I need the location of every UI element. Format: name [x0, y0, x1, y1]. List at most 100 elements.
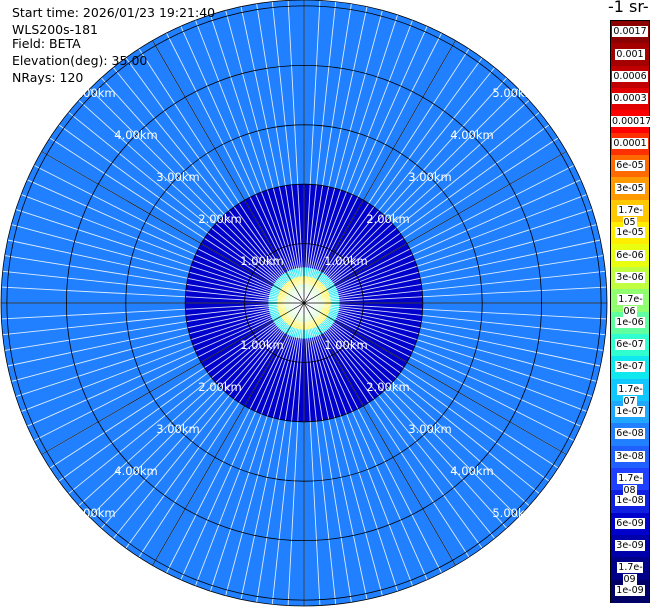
ray-line — [303, 302, 607, 320]
colorbar-tick-label: 6e-09 — [615, 517, 645, 529]
ring-label: 5.00km — [72, 86, 115, 100]
ray-line — [27, 179, 305, 304]
ray-line — [15, 208, 305, 304]
ring-label: 4.00km — [450, 464, 493, 478]
colorbar-tick-label: 0.001 — [615, 48, 645, 60]
ray-line — [303, 302, 530, 507]
ray-line — [303, 137, 559, 304]
ray-line — [303, 193, 588, 304]
ray-line — [112, 67, 305, 304]
colorbar-tick-label: 1e-06 — [615, 316, 645, 328]
ray-line — [303, 3, 352, 304]
ray-line — [49, 302, 305, 469]
ring-label: 1.00km — [240, 338, 283, 352]
ray-line — [4, 302, 305, 351]
ray-line — [100, 77, 305, 304]
ray-line — [194, 302, 305, 587]
ring-label: 5.00km — [72, 506, 115, 520]
colorbar-tick-label: 6e-06 — [615, 249, 645, 261]
ray-line — [303, 302, 588, 413]
ray-line — [240, 302, 305, 600]
ray-line — [303, 302, 575, 442]
ray-line — [225, 302, 305, 596]
ray-line — [125, 57, 305, 304]
ray-line — [58, 124, 305, 304]
ring-label: 1.00km — [324, 254, 367, 268]
ray-line — [20, 302, 305, 413]
ray-line — [271, 1, 305, 304]
colorbar-tick-label: 3e-08 — [615, 450, 645, 462]
colorbar-tick-label: 6e-07 — [615, 339, 645, 351]
ray-line — [303, 302, 593, 398]
ray-line — [303, 224, 597, 304]
ray-line — [303, 270, 606, 304]
instrument-text: WLS200s-181 — [12, 22, 98, 37]
ray-line — [225, 10, 305, 304]
colorbar-tick-label: 3e-09 — [615, 540, 645, 552]
ray-line — [303, 179, 581, 304]
ray-line — [209, 302, 305, 592]
ray-line — [256, 302, 305, 603]
colorbar-tick-label: 3e-06 — [615, 271, 645, 283]
ring-label: 5.00km — [492, 506, 535, 520]
colorbar-tick-label: 6e-05 — [615, 160, 645, 172]
ray-line — [303, 302, 540, 495]
ray-line — [287, 302, 305, 606]
ring-label: 5.00km — [492, 86, 535, 100]
ring-label: 4.00km — [450, 128, 493, 142]
ray-line — [180, 302, 305, 580]
colorbar-tick-label: 6e-08 — [615, 428, 645, 440]
ray-line — [303, 302, 559, 469]
colorbar-tick-label: 0.0017 — [612, 26, 648, 38]
azimuth-line — [152, 40, 305, 304]
ray-line — [303, 1, 337, 304]
ray-line — [303, 57, 483, 304]
ring-label: 2.00km — [366, 212, 409, 226]
ray-line — [180, 26, 305, 304]
azimuth-line — [41, 151, 305, 304]
ray-line — [303, 67, 496, 304]
ray-line — [1, 286, 305, 304]
colorbar-tick-label: 1.7e-05 — [617, 204, 643, 228]
ray-line — [303, 208, 593, 304]
ray-line — [303, 302, 368, 600]
ray-line — [112, 302, 305, 539]
ray-line — [89, 302, 305, 518]
colorbar-tick-label: 0.00017 — [611, 115, 650, 128]
ray-line — [7, 239, 305, 304]
ray-line — [240, 6, 305, 304]
ray-line — [303, 302, 601, 367]
colorbar-tick-label: 1e-07 — [615, 406, 645, 418]
colorbar-tick-label: 0.0001 — [612, 137, 648, 149]
ray-line — [303, 302, 606, 336]
ray-line — [303, 10, 383, 304]
ray-line — [303, 302, 337, 605]
ray-line — [209, 14, 305, 304]
ray-line — [11, 302, 305, 382]
colorbar-tick-label: 0.0006 — [612, 70, 648, 82]
colorbar-tick-label: 1.7e-06 — [617, 294, 643, 318]
ray-line — [303, 302, 483, 549]
ray-line — [303, 124, 550, 304]
ring-label: 1.00km — [324, 338, 367, 352]
colorbar-tick-label: 1.7e-07 — [617, 383, 643, 407]
ray-line — [2, 270, 305, 304]
azimuth-line — [152, 302, 305, 566]
ring-label: 3.00km — [156, 170, 199, 184]
ray-line — [303, 0, 321, 304]
ray-line — [303, 6, 368, 304]
ray-line — [303, 14, 399, 304]
colorbar-tick-label: 1e-05 — [615, 227, 645, 239]
ray-line — [303, 302, 399, 592]
colorbar: 0.0017 0.001 0.0006 0.0003 0.00017 0.0001 6e-0… — [610, 20, 650, 603]
ray-line — [15, 302, 305, 398]
ray-line — [58, 302, 305, 482]
ray-line — [303, 302, 383, 596]
ray-line — [78, 302, 305, 507]
ring-label: 4.00km — [114, 464, 157, 478]
ray-line — [138, 302, 305, 558]
ray-line — [303, 48, 470, 304]
ray-line — [303, 302, 443, 574]
ray-line — [303, 255, 604, 304]
ray-line — [303, 111, 540, 304]
